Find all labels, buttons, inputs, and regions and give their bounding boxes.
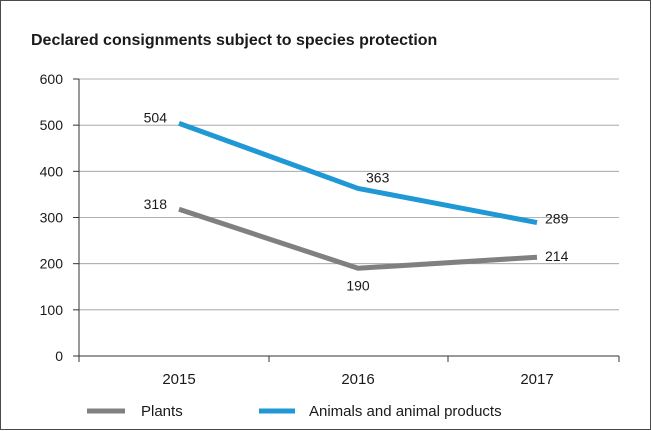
data-label: 504 bbox=[144, 109, 168, 125]
y-tick-label: 100 bbox=[40, 302, 64, 318]
x-tick-label: 2017 bbox=[520, 371, 553, 388]
data-label: 318 bbox=[144, 196, 168, 212]
y-tick-label: 0 bbox=[55, 348, 63, 364]
x-tick-label: 2015 bbox=[162, 371, 195, 388]
y-tick-label: 300 bbox=[40, 210, 64, 226]
data-label: 190 bbox=[346, 277, 370, 293]
x-tick-label: 2016 bbox=[341, 371, 374, 388]
legend-label: Animals and animal products bbox=[309, 403, 502, 420]
series-line-animals bbox=[178, 120, 538, 226]
data-label: 214 bbox=[545, 248, 569, 264]
y-tick-label: 400 bbox=[40, 163, 64, 179]
series-line-plants bbox=[178, 206, 538, 271]
data-label: 289 bbox=[545, 211, 569, 227]
legend-label: Plants bbox=[141, 403, 183, 420]
y-tick-label: 600 bbox=[40, 71, 64, 87]
chart-title: Declared consignments subject to species… bbox=[31, 32, 438, 49]
y-tick-label: 500 bbox=[40, 117, 64, 133]
y-tick-label: 200 bbox=[40, 256, 64, 272]
data-label: 363 bbox=[366, 169, 390, 185]
